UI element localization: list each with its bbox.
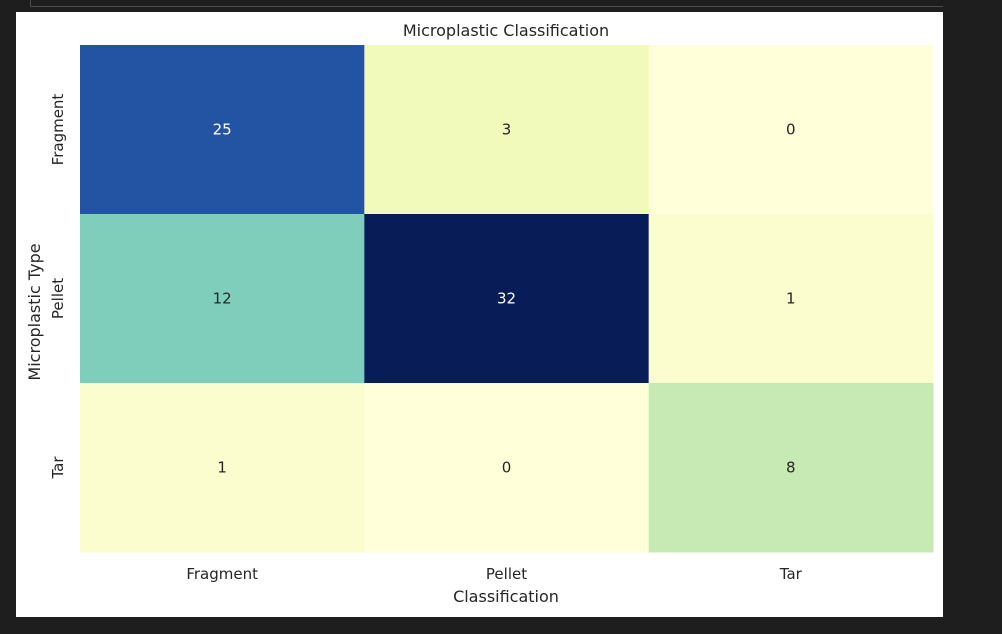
cell-value-label: 0 xyxy=(502,459,512,477)
heatmap-chart: Microplastic Classification 25 3 0 12 32 1 1 0 8… xyxy=(25,21,934,606)
cell-annotations: 25 3 0 12 32 1 1 0 8 xyxy=(213,121,796,477)
heatmap-cell-fragment-fragment xyxy=(80,45,365,215)
cell-value-label: 3 xyxy=(502,121,512,139)
cell-value-label: 0 xyxy=(786,121,796,139)
heatmap-cell-pellet-tar xyxy=(648,214,934,384)
y-tick-label: Tar xyxy=(49,456,67,480)
x-tick-labels: Fragment Pellet Tar xyxy=(186,565,802,583)
heatmap-cell-tar-pellet xyxy=(364,383,650,553)
x-tick-label: Tar xyxy=(779,565,803,583)
x-axis-label: Classification xyxy=(453,587,559,606)
figure-canvas: Microplastic Classification 25 3 0 12 32 1 1 0 8… xyxy=(16,12,943,617)
x-tick-label: Pellet xyxy=(486,565,527,583)
heatmap-cell-tar-tar xyxy=(648,383,934,553)
y-tick-label: Pellet xyxy=(49,278,67,319)
heatmap-cells xyxy=(80,45,934,553)
cell-value-label: 1 xyxy=(217,459,227,477)
cell-value-label: 32 xyxy=(497,290,516,308)
chart-title: Microplastic Classification xyxy=(403,21,609,40)
cell-value-label: 8 xyxy=(786,459,796,477)
y-axis-label: Microplastic Type xyxy=(25,243,44,380)
x-tick-label: Fragment xyxy=(186,565,258,583)
heatmap-cell-pellet-fragment xyxy=(80,214,365,384)
heatmap-cell-fragment-tar xyxy=(648,45,934,215)
cell-value-label: 25 xyxy=(213,121,232,139)
dark-gutter xyxy=(943,0,1002,634)
cell-value-label: 1 xyxy=(786,290,796,308)
output-cell-border xyxy=(30,0,998,7)
cell-value-label: 12 xyxy=(213,290,232,308)
y-tick-labels: Fragment Pellet Tar xyxy=(49,94,67,480)
heatmap-cell-tar-fragment xyxy=(80,383,365,553)
y-tick-label: Fragment xyxy=(49,94,67,166)
heatmap-cell-pellet-pellet xyxy=(364,214,650,384)
heatmap-cell-fragment-pellet xyxy=(364,45,650,215)
